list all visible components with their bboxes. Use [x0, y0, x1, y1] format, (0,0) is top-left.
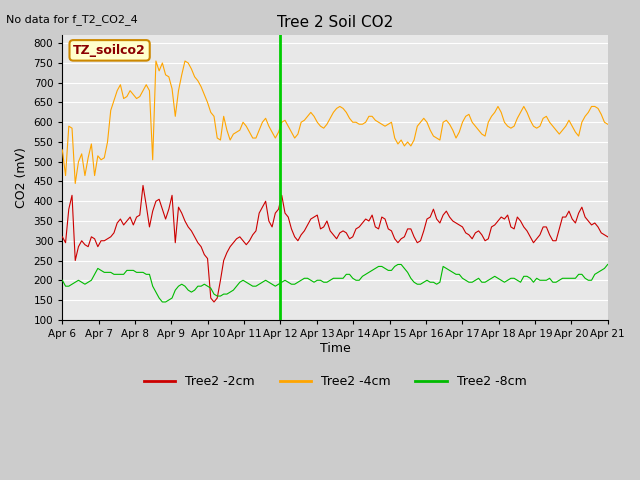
Y-axis label: CO2 (mV): CO2 (mV) — [15, 147, 28, 208]
X-axis label: Time: Time — [319, 342, 350, 355]
Title: Tree 2 Soil CO2: Tree 2 Soil CO2 — [277, 15, 393, 30]
Text: TZ_soilco2: TZ_soilco2 — [73, 44, 146, 57]
Legend: Tree2 -2cm, Tree2 -4cm, Tree2 -8cm: Tree2 -2cm, Tree2 -4cm, Tree2 -8cm — [139, 370, 531, 393]
Text: No data for f_T2_CO2_4: No data for f_T2_CO2_4 — [6, 14, 138, 25]
